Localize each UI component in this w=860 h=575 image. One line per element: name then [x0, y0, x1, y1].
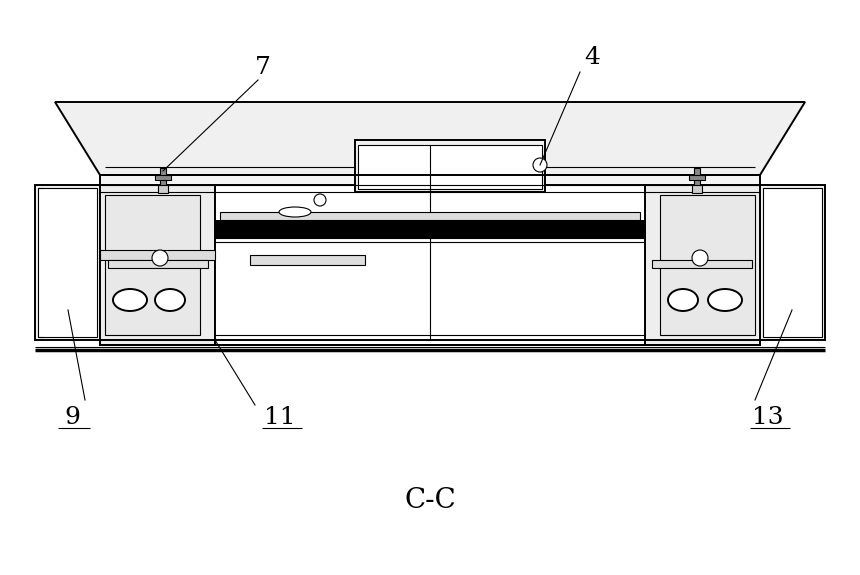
Bar: [100, 250, 215, 260]
Bar: [760, 185, 825, 340]
Bar: [105, 195, 200, 335]
Bar: [355, 140, 545, 192]
Ellipse shape: [155, 289, 185, 311]
Bar: [108, 260, 208, 268]
Ellipse shape: [279, 207, 311, 217]
Ellipse shape: [708, 289, 742, 311]
Text: C-C: C-C: [404, 486, 456, 513]
Bar: [645, 185, 760, 345]
Bar: [160, 168, 166, 190]
Ellipse shape: [668, 289, 698, 311]
Bar: [660, 195, 755, 335]
Bar: [158, 185, 168, 193]
Bar: [38, 188, 97, 337]
Bar: [35, 185, 100, 340]
Bar: [215, 185, 645, 345]
Bar: [689, 175, 705, 180]
Text: 11: 11: [264, 407, 296, 430]
Bar: [220, 212, 640, 220]
Bar: [652, 260, 752, 268]
Circle shape: [152, 250, 168, 266]
Text: 9: 9: [64, 407, 80, 430]
Circle shape: [692, 250, 708, 266]
Ellipse shape: [113, 289, 147, 311]
Bar: [100, 175, 760, 345]
Bar: [100, 185, 215, 345]
Bar: [250, 255, 365, 265]
Bar: [763, 188, 822, 337]
Polygon shape: [55, 102, 805, 175]
Bar: [155, 175, 171, 180]
Bar: [692, 185, 702, 193]
Text: 13: 13: [752, 407, 783, 430]
Text: 4: 4: [584, 47, 600, 70]
Bar: [215, 220, 645, 238]
Circle shape: [314, 194, 326, 206]
Bar: [694, 168, 700, 190]
Text: 7: 7: [255, 56, 271, 79]
Circle shape: [533, 158, 547, 172]
Bar: [358, 145, 542, 189]
